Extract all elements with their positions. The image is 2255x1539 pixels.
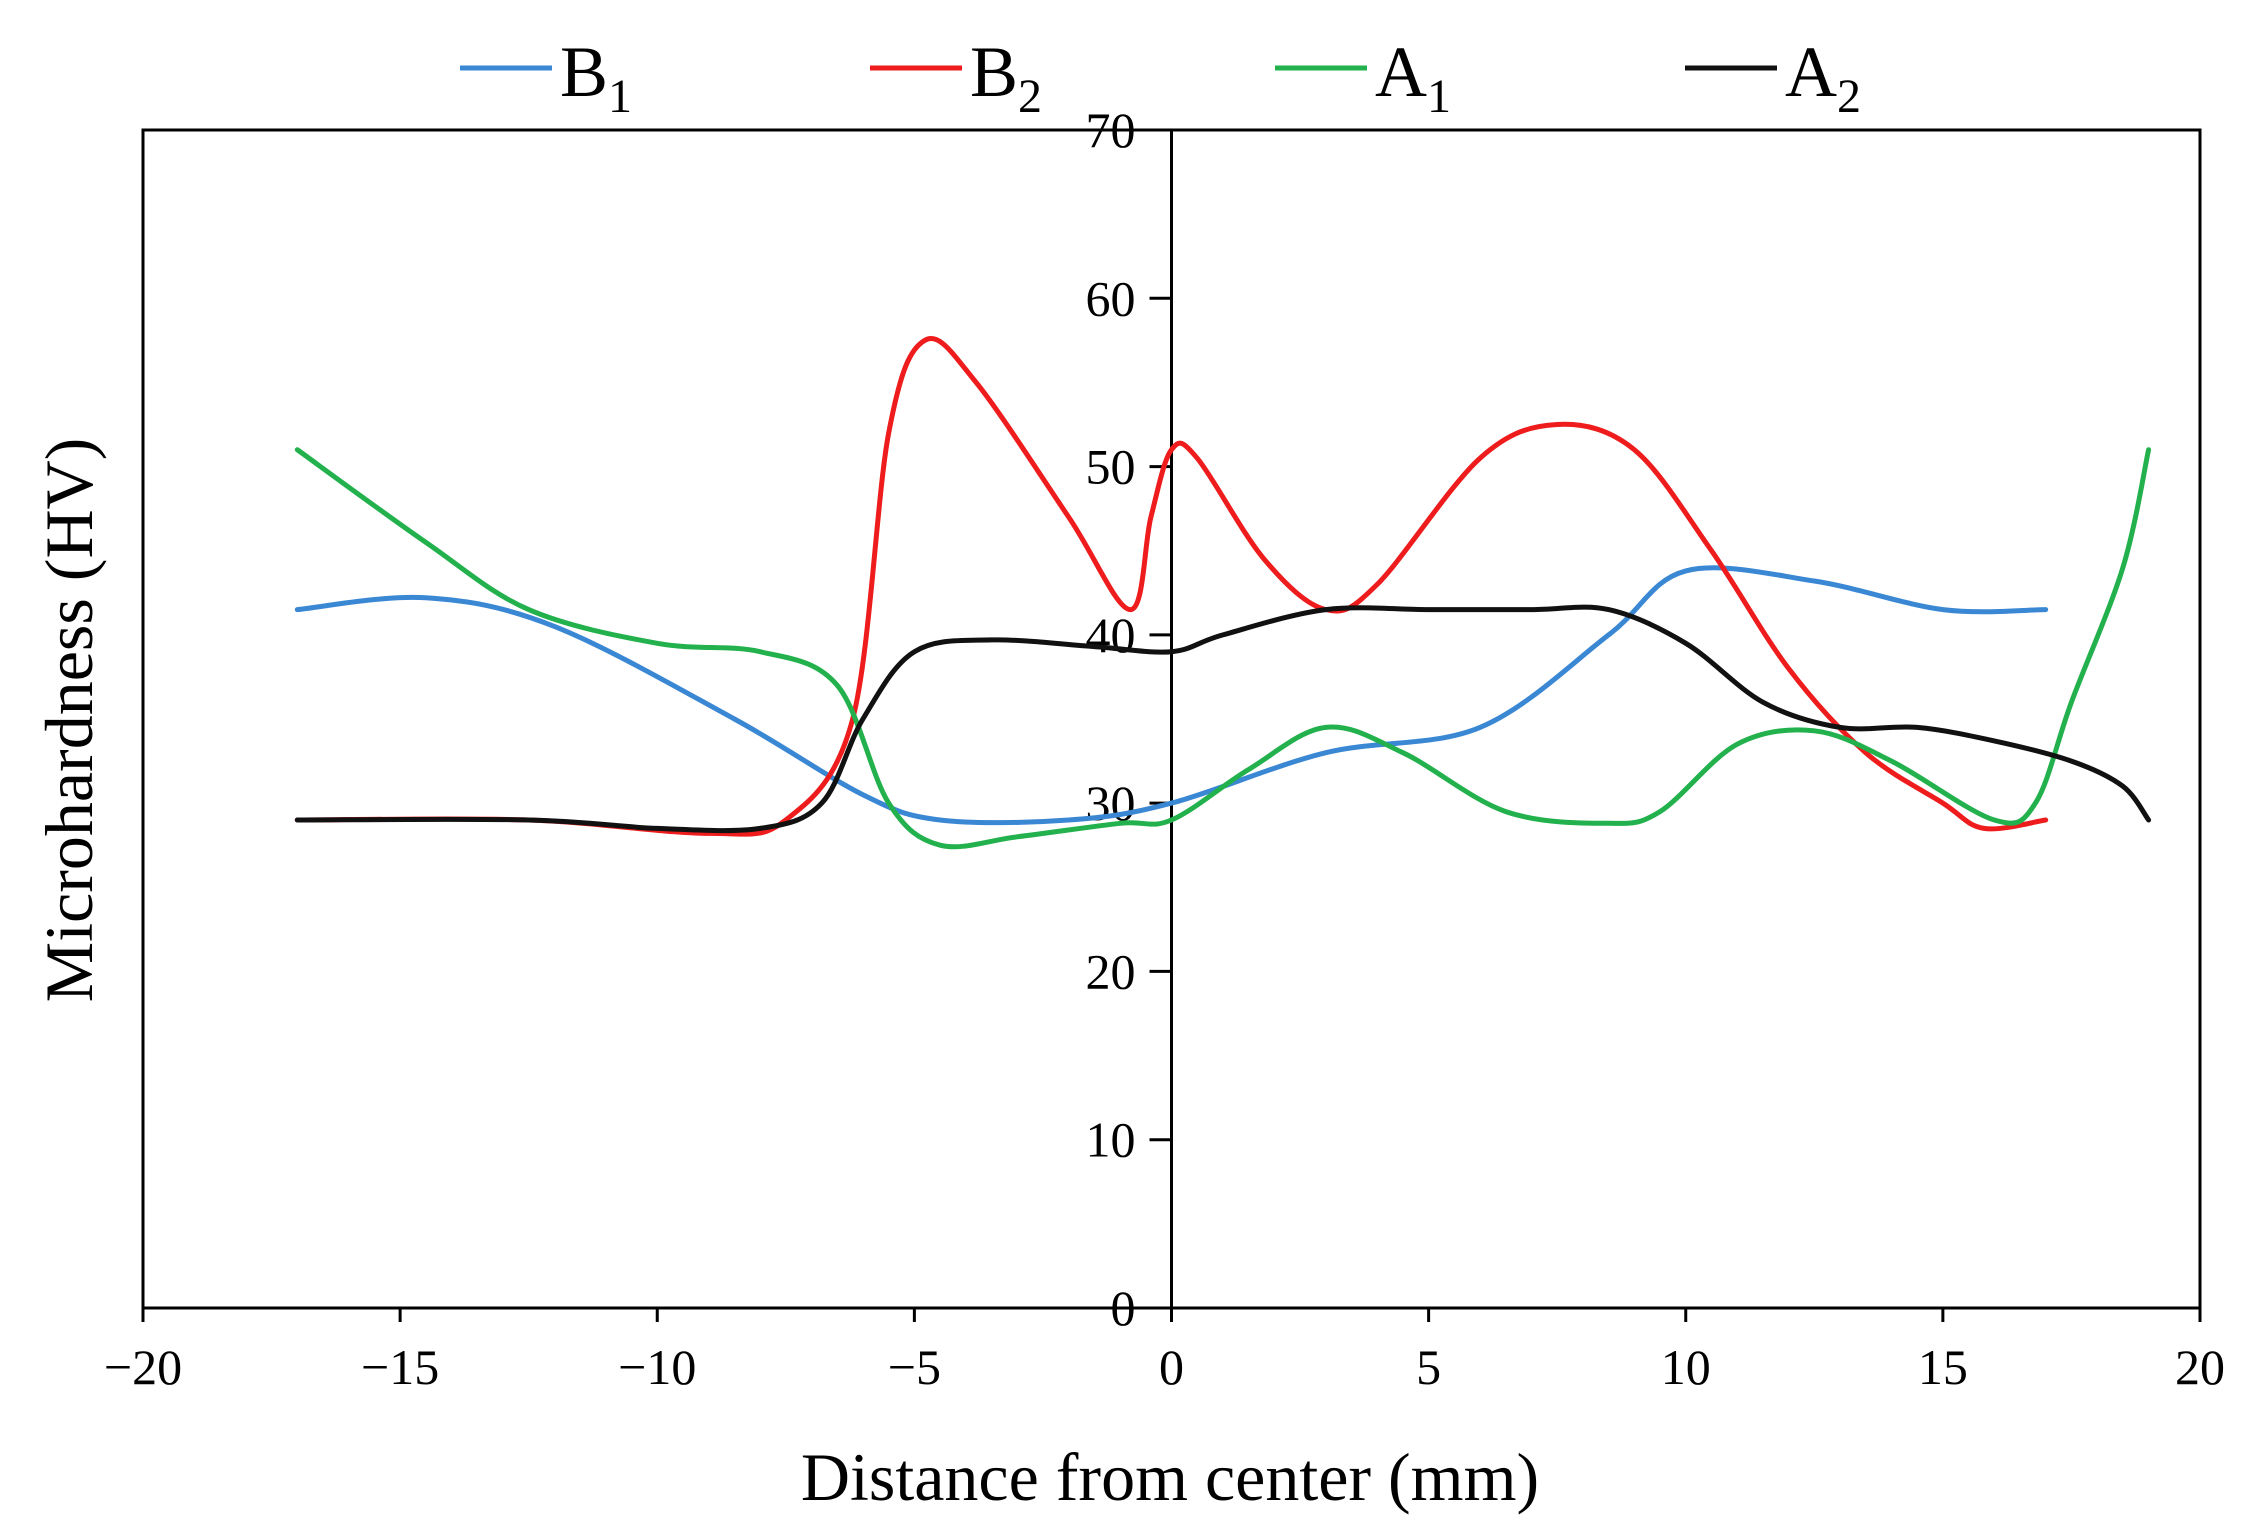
x-axis-title: Distance from center (mm) — [801, 1439, 1539, 1515]
y-tick-label: 20 — [1086, 943, 1136, 999]
x-tick-label: 15 — [1918, 1339, 1968, 1395]
y-tick-label: 10 — [1086, 1112, 1136, 1168]
legend-subscript-b1: 1 — [608, 70, 632, 123]
series-line-a2 — [294, 604, 2152, 834]
x-tick-label: 10 — [1661, 1339, 1711, 1395]
y-tick-label: 0 — [1111, 1280, 1136, 1336]
y-tick-label: 40 — [1086, 607, 1136, 663]
x-tick-label: −15 — [361, 1339, 439, 1395]
series-line-b1 — [294, 565, 2049, 826]
y-tick-label: 60 — [1086, 270, 1136, 326]
series-line-a1 — [294, 447, 2152, 850]
series-line-b2 — [294, 336, 2049, 837]
y-axis-title: Microhardness (HV) — [31, 438, 107, 1003]
x-tick-label: −10 — [618, 1339, 696, 1395]
x-tick-label: −20 — [104, 1339, 182, 1395]
x-tick-label: −5 — [888, 1339, 941, 1395]
x-tick-label: 0 — [1159, 1339, 1184, 1395]
x-tick-label: 20 — [2175, 1339, 2225, 1395]
legend-subscript-b2: 2 — [1018, 70, 1042, 123]
legend-subscript-a1: 1 — [1427, 70, 1451, 123]
series-layer — [294, 336, 2152, 850]
x-tick-label: 5 — [1416, 1339, 1441, 1395]
y-tick-label: 70 — [1086, 102, 1136, 158]
y-tick-label: 50 — [1086, 439, 1136, 495]
legend-subscript-a2: 2 — [1837, 70, 1861, 123]
